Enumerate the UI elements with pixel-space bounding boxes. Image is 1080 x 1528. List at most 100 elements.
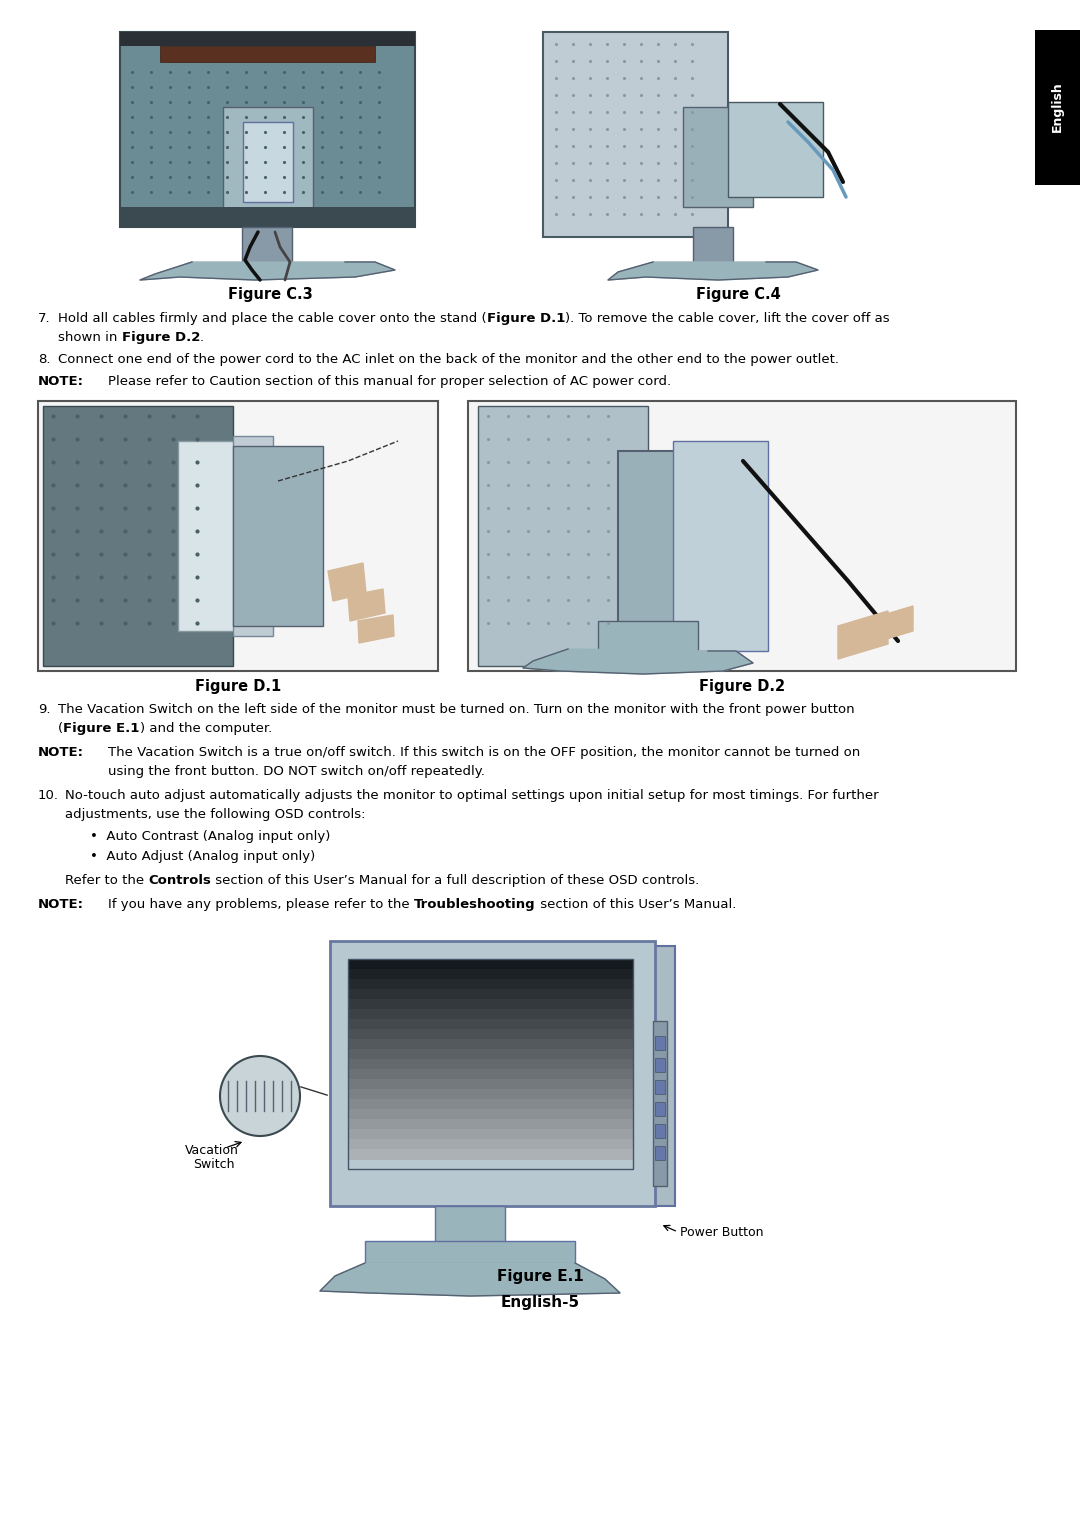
Bar [654,1102,665,1115]
Text: NOTE:: NOTE: [38,898,84,911]
Text: Figure E.1: Figure E.1 [63,723,139,735]
Bar [348,1008,633,1021]
Bar [693,228,733,264]
Text: ) and the computer.: ) and the computer. [139,723,272,735]
Bar [653,1021,667,1186]
Text: Refer to the: Refer to the [65,874,148,886]
Bar [435,1206,505,1245]
Bar [348,989,633,999]
Text: Vacation: Vacation [185,1144,239,1157]
Text: Controls: Controls [148,874,212,886]
Text: •  Auto Adjust (Analog input only): • Auto Adjust (Analog input only) [90,850,315,863]
Text: Figure D.2: Figure D.2 [122,332,200,344]
Text: Troubleshooting: Troubleshooting [414,898,536,911]
Bar [348,1109,633,1120]
Bar [242,228,292,261]
Bar [348,1138,633,1151]
Bar [348,979,633,990]
Text: Figure D.1: Figure D.1 [194,678,281,694]
Bar [90,21,450,280]
Bar [348,1099,633,1109]
Bar [120,206,415,228]
Bar [178,442,264,631]
Text: 7.: 7. [38,312,51,325]
Bar [348,1059,633,1070]
Text: section of this User’s Manual.: section of this User’s Manual. [536,898,735,911]
Bar [673,442,768,651]
Bar [654,1080,665,1094]
Bar [1035,31,1080,185]
Bar [654,1057,665,1073]
Bar [348,1089,633,1100]
Bar [618,451,693,642]
Polygon shape [523,649,753,674]
Bar [348,999,633,1010]
Text: English: English [1051,81,1064,133]
Bar [683,107,753,206]
Bar [468,400,1016,671]
Text: Connect one end of the power cord to the AC inlet on the back of the monitor and: Connect one end of the power cord to the… [58,353,839,367]
Bar [330,941,654,1206]
Text: NOTE:: NOTE: [38,374,84,388]
Bar [160,46,375,63]
Text: section of this User’s Manual for a full description of these OSD controls.: section of this User’s Manual for a full… [212,874,700,886]
Text: The Vacation Switch on the left side of the monitor must be turned on. Turn on t: The Vacation Switch on the left side of … [58,703,854,717]
Bar [222,107,313,222]
Bar [478,406,648,666]
Bar [654,1125,665,1138]
Bar [348,960,633,970]
Text: Power Button: Power Button [680,1225,764,1239]
Bar [120,32,415,46]
Text: Hold all cables firmly and place the cable cover onto the stand (: Hold all cables firmly and place the cab… [58,312,487,325]
Text: No-touch auto adjust automatically adjusts the monitor to optimal settings upon : No-touch auto adjust automatically adjus… [65,788,879,802]
Polygon shape [838,611,888,659]
Text: Please refer to Caution section of this manual for proper selection of AC power : Please refer to Caution section of this … [108,374,671,388]
Bar [654,1036,665,1050]
Polygon shape [357,614,394,643]
Bar [38,400,438,671]
Bar [348,1079,633,1089]
Polygon shape [328,562,366,601]
Polygon shape [608,261,818,280]
Bar [243,122,293,202]
Bar [233,446,323,626]
Text: NOTE:: NOTE: [38,746,84,759]
Polygon shape [348,588,384,620]
Circle shape [220,1056,300,1135]
Text: Figure C.3: Figure C.3 [228,287,312,303]
Bar [348,1050,633,1060]
Text: 8.: 8. [38,353,51,367]
Bar [654,1146,665,1160]
Text: Figure D.2: Figure D.2 [699,678,785,694]
Text: Switch: Switch [193,1158,234,1170]
Bar [43,406,233,666]
Text: English-5: English-5 [500,1296,580,1309]
Polygon shape [863,607,913,646]
Text: The Vacation Switch is a true on/off switch. If this switch is on the OFF positi: The Vacation Switch is a true on/off swi… [108,746,861,759]
Text: Figure E.1: Figure E.1 [497,1268,583,1284]
Text: adjustments, use the following OSD controls:: adjustments, use the following OSD contr… [65,808,365,821]
Polygon shape [140,261,395,280]
Bar [598,620,698,651]
Text: .: . [200,332,204,344]
Polygon shape [320,1264,620,1296]
Bar [348,1129,633,1140]
Bar [348,1028,633,1041]
Bar [340,946,675,1206]
Bar [543,32,728,237]
Text: using the front button. DO NOT switch on/off repeatedly.: using the front button. DO NOT switch on… [108,766,485,778]
Bar [348,969,633,979]
Bar [348,1149,633,1160]
Bar [348,1070,633,1080]
Bar [498,21,978,280]
Text: (: ( [58,723,63,735]
Text: shown in: shown in [58,332,122,344]
Text: •  Auto Contrast (Analog input only): • Auto Contrast (Analog input only) [90,830,330,843]
Text: ). To remove the cable cover, lift the cover off as: ). To remove the cable cover, lift the c… [565,312,890,325]
Text: If you have any problems, please refer to the: If you have any problems, please refer t… [108,898,414,911]
Bar [365,1241,575,1264]
Bar [233,435,273,636]
Text: 9.: 9. [38,703,51,717]
Bar [120,32,415,228]
Bar [348,960,633,1169]
